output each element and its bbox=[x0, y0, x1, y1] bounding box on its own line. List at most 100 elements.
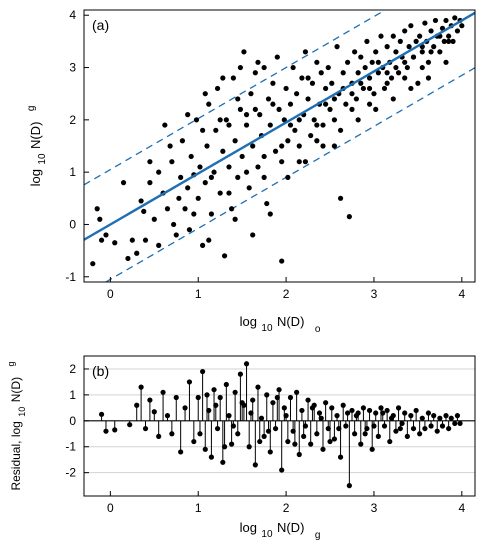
residual-point bbox=[301, 433, 307, 439]
data-point bbox=[349, 106, 355, 112]
residual-point bbox=[404, 433, 410, 439]
residual-point bbox=[285, 438, 291, 445]
x-tick-label: 2 bbox=[283, 501, 290, 515]
data-point bbox=[375, 70, 381, 76]
data-point bbox=[309, 80, 316, 86]
data-point bbox=[171, 221, 177, 228]
data-point bbox=[415, 80, 421, 86]
data-point bbox=[402, 59, 408, 65]
residual-point bbox=[296, 451, 302, 458]
data-point bbox=[425, 75, 432, 81]
residual-point bbox=[250, 397, 256, 403]
residual-point bbox=[202, 446, 208, 452]
residual-point bbox=[257, 438, 263, 445]
data-point bbox=[255, 59, 261, 65]
data-point bbox=[428, 28, 434, 34]
data-point bbox=[151, 216, 157, 222]
data-point bbox=[371, 91, 377, 97]
data-point bbox=[138, 198, 144, 204]
data-point bbox=[176, 195, 182, 201]
data-point bbox=[147, 159, 153, 165]
data-point bbox=[408, 23, 414, 29]
data-point bbox=[281, 117, 287, 123]
data-point bbox=[178, 174, 184, 180]
residual-point bbox=[164, 413, 171, 419]
data-point bbox=[327, 106, 333, 112]
data-point bbox=[404, 64, 410, 71]
residual-point bbox=[214, 425, 221, 432]
data-point bbox=[179, 138, 186, 144]
residual-point bbox=[134, 402, 140, 408]
prediction-bound-lines bbox=[83, 9, 476, 283]
data-point bbox=[296, 143, 302, 149]
x-tick-label: 0 bbox=[107, 501, 114, 515]
residual-point bbox=[169, 431, 175, 437]
residual-point bbox=[197, 431, 203, 437]
data-point bbox=[186, 227, 193, 233]
data-point bbox=[185, 185, 191, 191]
data-point bbox=[329, 80, 335, 86]
data-point bbox=[366, 101, 373, 107]
y-tick-label: -1 bbox=[65, 440, 76, 454]
residual-point bbox=[270, 400, 276, 406]
residual-point bbox=[371, 423, 377, 429]
data-point bbox=[362, 64, 368, 71]
residual-point bbox=[425, 410, 432, 416]
data-point bbox=[197, 164, 203, 170]
regression-line bbox=[83, 11, 476, 241]
residual-point bbox=[334, 413, 340, 419]
data-point bbox=[243, 112, 250, 118]
data-point bbox=[287, 101, 294, 107]
data-point bbox=[267, 122, 273, 128]
data-point bbox=[446, 38, 452, 44]
data-point bbox=[364, 38, 370, 44]
data-point bbox=[182, 206, 188, 212]
residual-point bbox=[388, 415, 395, 421]
residual-point bbox=[344, 410, 351, 416]
data-point bbox=[156, 242, 162, 248]
data-point bbox=[147, 180, 153, 186]
residual-point bbox=[448, 415, 454, 421]
data-point bbox=[358, 54, 364, 60]
y-tick-label: 0 bbox=[69, 414, 76, 428]
data-point bbox=[217, 190, 223, 196]
data-point bbox=[352, 49, 358, 55]
data-point bbox=[337, 195, 344, 201]
residual-point bbox=[261, 433, 267, 439]
residual-point bbox=[402, 410, 408, 416]
data-point bbox=[344, 59, 351, 65]
data-point bbox=[325, 64, 331, 71]
x-tick-label: 4 bbox=[458, 287, 465, 301]
residual-point bbox=[173, 394, 179, 401]
data-point bbox=[265, 96, 272, 102]
residual-point bbox=[237, 371, 243, 377]
residual-point bbox=[353, 413, 359, 419]
residual-point bbox=[142, 425, 149, 432]
residual-point bbox=[252, 462, 258, 468]
residual-point bbox=[299, 407, 305, 414]
data-point bbox=[202, 180, 208, 186]
y-axis-label-b: Residual, log 10 N(D) g bbox=[6, 361, 29, 490]
residual-point bbox=[337, 454, 344, 460]
x-tick-label: 3 bbox=[371, 501, 378, 515]
residual-point bbox=[200, 368, 206, 375]
residual-point bbox=[264, 392, 270, 398]
data-point bbox=[173, 232, 179, 238]
data-point bbox=[390, 33, 396, 39]
residual-point bbox=[279, 467, 285, 473]
residual-point bbox=[191, 438, 197, 445]
data-point bbox=[358, 80, 364, 86]
data-point bbox=[302, 49, 309, 55]
data-point bbox=[239, 153, 245, 160]
y-tick-label: 2 bbox=[69, 113, 76, 127]
residual-point bbox=[397, 425, 403, 432]
data-point bbox=[164, 206, 171, 212]
data-point bbox=[250, 232, 256, 238]
residual-point bbox=[274, 394, 280, 401]
residual-point bbox=[309, 405, 316, 411]
data-point bbox=[252, 70, 258, 76]
residual-point bbox=[103, 428, 109, 434]
y-tick-label: 3 bbox=[69, 61, 76, 75]
data-point bbox=[214, 85, 221, 92]
residual-point bbox=[112, 427, 118, 433]
